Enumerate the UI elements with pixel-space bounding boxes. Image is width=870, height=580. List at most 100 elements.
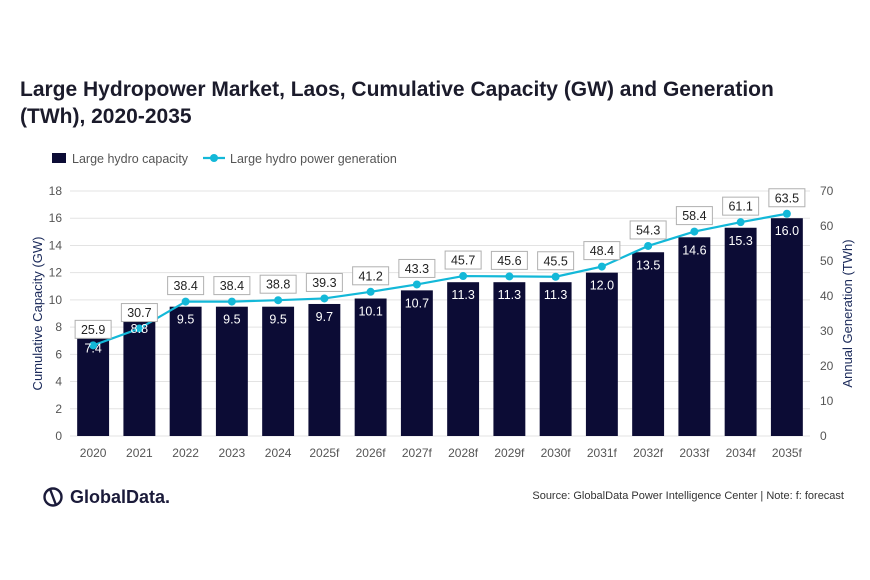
bar: [539, 282, 572, 436]
legend-bar-swatch: [52, 153, 66, 163]
y-tick-label: 4: [55, 375, 62, 389]
y-right-tick-label: 30: [820, 324, 834, 338]
line-data-label: 54.3: [636, 223, 660, 237]
generation-point: [89, 341, 98, 350]
line-data-label-box: [120, 303, 158, 323]
y-right-tick-label: 10: [820, 394, 834, 408]
x-tick-label: 2024: [265, 446, 292, 460]
bar: [77, 335, 110, 436]
x-tick-label: 2020: [80, 446, 107, 460]
bar: [400, 290, 433, 436]
chart-title: Large Hydropower Market, Laos, Cumulativ…: [20, 78, 774, 128]
bar-data-label: 14.6: [682, 243, 706, 257]
x-tick-label: 2021: [126, 446, 153, 460]
generation-point: [181, 297, 190, 306]
x-tick-label: 2025f: [309, 446, 340, 460]
bar-data-label: 8.8: [131, 322, 148, 336]
y-right-tick-label: 60: [820, 219, 834, 233]
bar-data-label: 10.7: [405, 296, 429, 310]
bar: [262, 306, 295, 436]
line-data-label-box: [213, 276, 251, 296]
y-axis-title: Cumulative Capacity (GW): [30, 237, 45, 391]
line-data-label: 43.3: [405, 262, 429, 276]
x-tick-label: 2035f: [772, 446, 803, 460]
y-right-tick-label: 40: [820, 289, 834, 303]
y-tick-label: 0: [55, 429, 62, 443]
bar-data-label: 11.3: [451, 288, 474, 302]
y-tick-label: 2: [55, 402, 62, 416]
generation-point: [366, 287, 375, 296]
line-data-label: 30.7: [127, 306, 151, 320]
x-tick-label: 2030f: [541, 446, 572, 460]
bar-data-label: 12.0: [590, 279, 614, 293]
line-data-label: 45.7: [451, 254, 475, 268]
y-right-tick-label: 0: [820, 429, 827, 443]
legend-line-label: Large hydro power generation: [230, 152, 397, 166]
line-data-label-box: [259, 274, 297, 294]
y-tick-label: 12: [49, 266, 63, 280]
bar: [169, 306, 202, 436]
y-right-axis-title: Annual Generation (TWh): [840, 239, 855, 387]
y-tick-label: 14: [49, 238, 63, 252]
generation-point: [227, 297, 236, 306]
x-tick-label: 2032f: [633, 446, 664, 460]
line-data-label-box: [675, 206, 713, 226]
line-data-label: 25.9: [81, 323, 105, 337]
generation-point: [135, 324, 144, 333]
bar-data-label: 10.1: [358, 305, 382, 319]
line-data-label-box: [398, 258, 436, 278]
y-right-tick-label: 20: [820, 359, 834, 373]
line-data-label-box: [444, 250, 482, 270]
bar: [678, 237, 711, 436]
line-data-label: 58.4: [682, 209, 706, 223]
generation-point: [782, 209, 791, 218]
y-tick-label: 16: [49, 211, 63, 225]
line-data-label-box: [490, 250, 528, 270]
bar-data-label: 9.5: [223, 313, 240, 327]
line-data-label-box: [74, 319, 112, 339]
generation-line: [92, 212, 788, 347]
bar: [585, 272, 618, 436]
y-tick-label: 8: [55, 320, 62, 334]
y-tick-label: 18: [49, 184, 63, 198]
bar: [724, 227, 757, 436]
line-data-label: 48.4: [590, 244, 614, 258]
generation-point: [736, 218, 745, 227]
line-data-label-box: [305, 272, 343, 292]
line-data-label-box: [629, 220, 667, 240]
bar-data-label: 9.5: [177, 313, 194, 327]
x-tick-label: 2026f: [356, 446, 387, 460]
globaldata-logo: GlobalData.: [42, 486, 170, 508]
line-data-label: 38.4: [173, 279, 197, 293]
bar-data-label: 7.4: [84, 341, 101, 355]
bar: [354, 298, 387, 436]
x-tick-label: 2027f: [402, 446, 433, 460]
bar: [215, 306, 248, 436]
generation-point: [320, 294, 329, 303]
bar: [493, 282, 526, 436]
x-tick-label: 2029f: [494, 446, 525, 460]
legend-bar-label: Large hydro capacity: [72, 152, 189, 166]
line-data-label: 61.1: [728, 200, 752, 214]
line-data-label-box: [768, 188, 806, 208]
line-data-label: 45.6: [497, 254, 521, 268]
line-data-label-box: [583, 241, 621, 261]
x-tick-label: 2034f: [726, 446, 757, 460]
y-right-tick-label: 70: [820, 184, 834, 198]
generation-point: [412, 280, 421, 289]
x-tick-label: 2028f: [448, 446, 479, 460]
line-data-label-box: [537, 251, 575, 271]
y-tick-label: 6: [55, 347, 62, 361]
bar-data-label: 11.3: [544, 288, 567, 302]
globaldata-logo-icon: [43, 487, 63, 507]
bar-data-label: 11.3: [498, 288, 521, 302]
bar: [447, 282, 480, 436]
y-right-tick-label: 50: [820, 254, 834, 268]
x-tick-label: 2023: [219, 446, 246, 460]
bar-data-label: 9.7: [316, 310, 333, 324]
x-tick-label: 2033f: [679, 446, 710, 460]
bar: [123, 316, 156, 436]
generation-point: [505, 272, 514, 281]
bar-data-label: 15.3: [728, 234, 752, 248]
generation-point: [459, 272, 468, 281]
